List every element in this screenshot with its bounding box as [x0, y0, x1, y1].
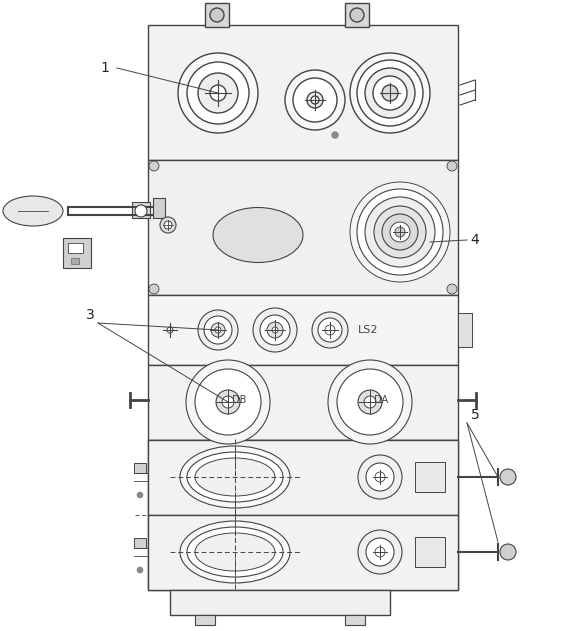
Circle shape — [350, 182, 450, 282]
Ellipse shape — [187, 452, 283, 502]
Bar — [134, 463, 146, 473]
Circle shape — [210, 85, 226, 101]
Bar — [71, 258, 79, 264]
Ellipse shape — [195, 533, 275, 571]
Circle shape — [195, 369, 261, 435]
Bar — [148, 365, 458, 440]
Circle shape — [186, 360, 270, 444]
Bar — [345, 615, 365, 625]
Text: 1: 1 — [101, 61, 109, 75]
Circle shape — [366, 463, 394, 491]
Circle shape — [332, 132, 338, 138]
Bar — [415, 537, 445, 567]
Circle shape — [364, 396, 376, 408]
Circle shape — [390, 222, 410, 242]
Text: 4: 4 — [471, 233, 479, 247]
Bar — [134, 538, 146, 548]
Circle shape — [500, 469, 516, 485]
Bar — [63, 238, 91, 268]
Bar — [170, 590, 390, 615]
Text: DB: DB — [232, 395, 247, 405]
Circle shape — [222, 396, 234, 408]
Text: LS2: LS2 — [358, 325, 378, 335]
Circle shape — [374, 206, 426, 258]
Circle shape — [216, 390, 240, 414]
Circle shape — [167, 327, 173, 333]
Bar — [68, 243, 83, 253]
Text: 3: 3 — [86, 308, 95, 322]
Text: DA: DA — [374, 395, 388, 405]
Circle shape — [198, 310, 238, 350]
Circle shape — [365, 197, 435, 267]
Circle shape — [272, 327, 278, 333]
Circle shape — [358, 390, 382, 414]
Circle shape — [137, 492, 143, 498]
Circle shape — [358, 530, 402, 574]
Circle shape — [198, 73, 238, 113]
Circle shape — [178, 53, 258, 133]
Circle shape — [307, 92, 323, 108]
Circle shape — [358, 455, 402, 499]
Text: 5: 5 — [471, 408, 479, 422]
Circle shape — [211, 323, 225, 337]
Circle shape — [375, 472, 385, 482]
Circle shape — [293, 78, 337, 122]
Circle shape — [215, 327, 221, 333]
Circle shape — [160, 217, 176, 233]
Circle shape — [137, 567, 143, 573]
Bar — [205, 3, 229, 27]
Bar — [148, 515, 458, 590]
Bar — [148, 25, 458, 160]
Circle shape — [267, 322, 283, 338]
Circle shape — [357, 60, 423, 126]
Circle shape — [366, 538, 394, 566]
Circle shape — [373, 76, 407, 110]
Ellipse shape — [195, 458, 275, 496]
Circle shape — [337, 369, 403, 435]
Bar — [132, 202, 150, 218]
Circle shape — [382, 214, 418, 250]
Circle shape — [365, 68, 415, 118]
Circle shape — [328, 360, 412, 444]
Circle shape — [447, 161, 457, 171]
Circle shape — [325, 325, 335, 335]
Circle shape — [149, 284, 159, 294]
Bar — [415, 462, 445, 492]
Bar — [148, 440, 458, 515]
Circle shape — [285, 70, 345, 130]
Bar — [345, 3, 369, 27]
Bar — [148, 160, 458, 295]
Circle shape — [210, 8, 224, 22]
Circle shape — [350, 8, 364, 22]
Circle shape — [311, 96, 319, 104]
Bar — [148, 440, 458, 590]
Bar — [153, 198, 165, 218]
Circle shape — [447, 284, 457, 294]
Circle shape — [164, 221, 172, 229]
Circle shape — [500, 544, 516, 560]
Circle shape — [149, 161, 159, 171]
Bar — [195, 615, 215, 625]
Circle shape — [135, 205, 147, 217]
Ellipse shape — [187, 527, 283, 577]
Circle shape — [382, 85, 398, 101]
Circle shape — [375, 547, 385, 557]
Circle shape — [357, 189, 443, 275]
Circle shape — [395, 227, 405, 237]
Circle shape — [318, 318, 342, 342]
Ellipse shape — [180, 521, 290, 583]
Circle shape — [312, 312, 348, 348]
Bar — [458, 313, 472, 347]
Circle shape — [253, 308, 297, 352]
Circle shape — [187, 62, 249, 124]
Bar — [148, 295, 458, 365]
Circle shape — [260, 315, 290, 345]
Ellipse shape — [3, 196, 63, 226]
Ellipse shape — [180, 446, 290, 508]
Circle shape — [204, 316, 232, 344]
Circle shape — [350, 53, 430, 133]
Ellipse shape — [213, 208, 303, 262]
